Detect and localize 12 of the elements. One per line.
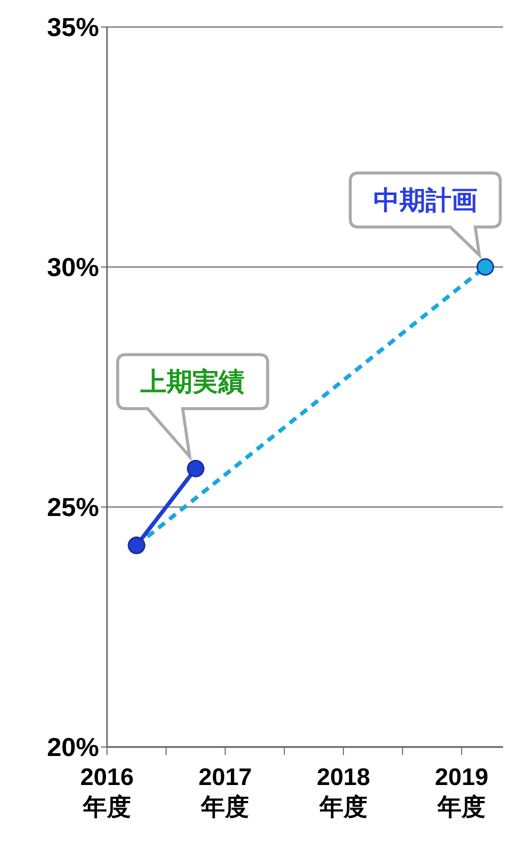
x-tick-label: 2018年度 <box>316 764 370 821</box>
point <box>476 258 494 276</box>
x-tick-label: 2019年度 <box>434 764 488 821</box>
annotation: 上期実績 <box>140 366 245 397</box>
point <box>186 460 204 478</box>
y-tick-label: 25% <box>46 492 99 522</box>
x-tick-label: 2017年度 <box>198 764 252 821</box>
y-tick-label: 30% <box>46 252 99 282</box>
y-tick-label: 20% <box>46 732 99 762</box>
x-tick-label: 2016年度 <box>80 764 134 821</box>
y-tick-label: 35% <box>46 12 99 42</box>
annotation: 中期計画 <box>373 185 478 215</box>
